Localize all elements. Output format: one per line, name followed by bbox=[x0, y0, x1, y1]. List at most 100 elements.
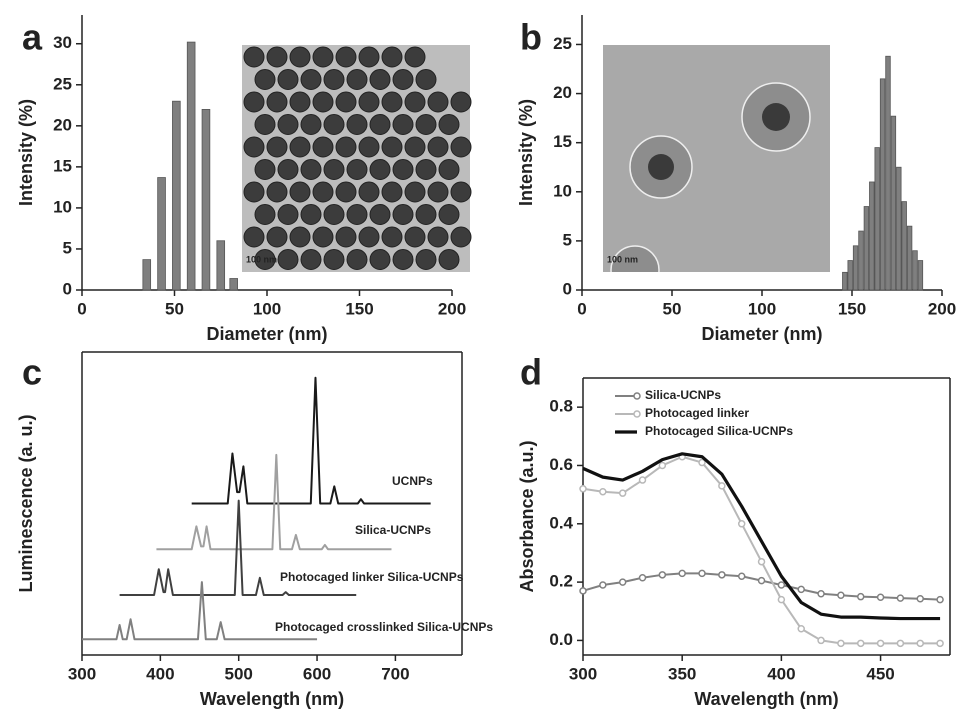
nanoparticle bbox=[358, 136, 380, 158]
nanoparticle bbox=[289, 91, 311, 113]
series-marker bbox=[896, 639, 905, 648]
inset-image: 100 nm bbox=[242, 45, 472, 272]
x-tick-label: 400 bbox=[146, 664, 174, 683]
nanoparticle bbox=[335, 181, 357, 203]
panel-label: d bbox=[520, 352, 542, 393]
legend-label: Photocaged linker bbox=[645, 406, 749, 420]
nanoparticle bbox=[427, 181, 449, 203]
bar bbox=[229, 278, 238, 291]
y-tick-label: 5 bbox=[563, 230, 572, 249]
bar bbox=[879, 78, 886, 291]
nanoparticle bbox=[438, 249, 460, 270]
nanoparticle bbox=[381, 226, 403, 248]
series-marker bbox=[837, 639, 845, 648]
series-marker bbox=[757, 576, 766, 585]
nanoparticle bbox=[358, 181, 380, 203]
y-tick-label: 25 bbox=[553, 34, 572, 53]
nanoparticle bbox=[277, 69, 299, 90]
nanoparticle bbox=[266, 226, 288, 248]
y-tick-label: 30 bbox=[53, 33, 72, 52]
series-annotation: Silica-UCNPs bbox=[355, 523, 431, 537]
x-tick-label: 100 bbox=[253, 299, 281, 318]
series-marker bbox=[579, 485, 587, 493]
series-marker bbox=[876, 639, 885, 648]
y-tick-label: 25 bbox=[53, 74, 72, 93]
series-marker bbox=[936, 639, 944, 648]
y-tick-label: 0.6 bbox=[549, 455, 573, 474]
nanoparticle bbox=[323, 249, 345, 270]
y-tick-label: 0 bbox=[63, 279, 72, 298]
nanoparticle bbox=[450, 226, 472, 248]
nanoparticle bbox=[369, 204, 391, 225]
nanoparticle bbox=[358, 46, 380, 68]
inset-clip bbox=[603, 272, 830, 312]
nanoparticle bbox=[323, 114, 345, 135]
series-marker bbox=[658, 461, 667, 470]
nanoparticle bbox=[277, 159, 299, 180]
nanoparticle bbox=[312, 136, 334, 158]
series-marker bbox=[658, 571, 667, 579]
nanoparticle bbox=[312, 91, 334, 113]
x-tick-label: 200 bbox=[928, 299, 956, 318]
nanoparticle bbox=[381, 46, 403, 68]
nanoparticle bbox=[392, 69, 414, 90]
nanoparticle bbox=[427, 226, 449, 248]
legend-marker bbox=[633, 410, 641, 418]
series-marker bbox=[579, 587, 587, 595]
nanoparticle bbox=[427, 136, 449, 158]
nanoparticle bbox=[392, 114, 414, 135]
series-line bbox=[582, 452, 941, 621]
nanoparticle bbox=[415, 204, 437, 225]
nanoparticle bbox=[323, 69, 345, 90]
particle-core bbox=[648, 154, 674, 180]
nanoparticle bbox=[277, 249, 299, 270]
bar bbox=[847, 260, 853, 291]
nanoparticle bbox=[266, 46, 288, 68]
series-marker bbox=[599, 487, 607, 496]
nanoparticle bbox=[369, 159, 391, 180]
inset-scale-label: 100 nm bbox=[246, 254, 277, 264]
x-axis-label: Wavelength (nm) bbox=[694, 689, 838, 709]
inset-image: 100 nm bbox=[603, 45, 830, 312]
series-marker bbox=[817, 590, 825, 598]
nanoparticle bbox=[289, 226, 311, 248]
legend-label: Silica-UCNPs bbox=[645, 388, 721, 402]
nanoparticle bbox=[243, 181, 265, 203]
x-tick-label: 50 bbox=[663, 299, 682, 318]
series-marker bbox=[698, 458, 706, 467]
bar bbox=[157, 177, 166, 291]
nanoparticle bbox=[438, 159, 460, 180]
nanoparticle bbox=[300, 159, 322, 180]
nanoparticle bbox=[277, 114, 299, 135]
legend-marker bbox=[633, 392, 641, 400]
nanoparticle bbox=[266, 181, 288, 203]
bar bbox=[885, 55, 891, 291]
nanoparticle bbox=[335, 136, 357, 158]
nanoparticle bbox=[323, 159, 345, 180]
y-axis-label: Luminescence (a. u.) bbox=[16, 414, 36, 592]
series-line bbox=[82, 581, 318, 641]
nanoparticle bbox=[300, 249, 322, 270]
nanoparticle bbox=[415, 249, 437, 270]
legend-label: Photocaged Silica-UCNPs bbox=[645, 424, 793, 438]
x-tick-label: 600 bbox=[303, 664, 331, 683]
nanoparticle bbox=[381, 181, 403, 203]
nanoparticle bbox=[289, 136, 311, 158]
nanoparticle bbox=[392, 204, 414, 225]
panel-label: b bbox=[520, 17, 542, 58]
nanoparticle bbox=[358, 91, 380, 113]
nanoparticle bbox=[335, 91, 357, 113]
bar bbox=[858, 230, 864, 291]
nanoparticle bbox=[243, 46, 265, 68]
nanoparticle bbox=[404, 136, 426, 158]
series-marker bbox=[718, 482, 726, 490]
series-line bbox=[119, 499, 357, 596]
x-tick-label: 100 bbox=[748, 299, 776, 318]
nanoparticle bbox=[346, 204, 368, 225]
nanoparticle bbox=[254, 69, 276, 90]
nanoparticle bbox=[289, 181, 311, 203]
x-tick-label: 200 bbox=[438, 299, 466, 318]
y-tick-label: 0.4 bbox=[549, 513, 573, 532]
bar bbox=[906, 225, 913, 291]
